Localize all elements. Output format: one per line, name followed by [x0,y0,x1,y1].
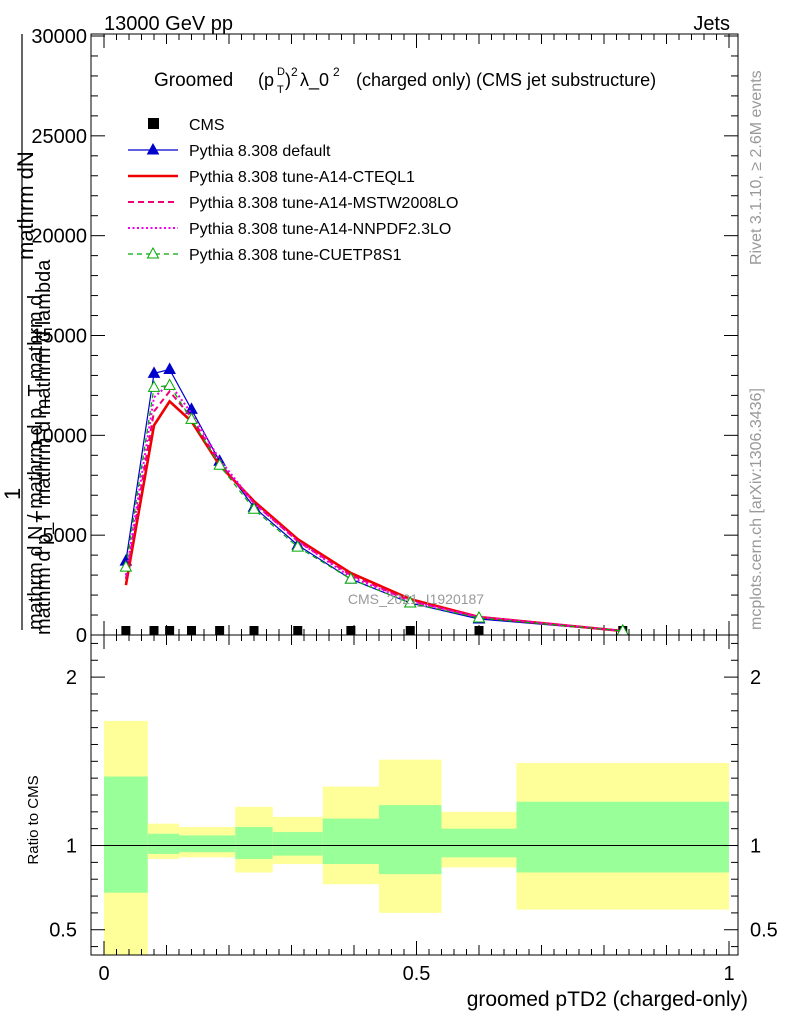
ratio-y-tick-label: 0.5 [49,920,77,942]
cms-data-point [121,626,131,635]
header-right: Jets [693,13,730,35]
ratio-stat-band [441,828,517,858]
x-tick-label: 0.5 [403,963,431,985]
cms-data-point [215,626,225,635]
series-marker [344,572,358,584]
cms-data-point [165,626,175,635]
ratio-y-tick-label-right: 1 [750,836,761,858]
series-line [125,384,623,632]
series-marker [163,362,176,374]
ratio-stat-band [147,833,179,854]
ratio-bands [104,720,729,955]
cms-data-point [249,626,259,635]
legend-marker [148,118,159,129]
ratio-stat-band [179,835,236,853]
series-marker [472,610,486,623]
main-y-label: mathrm dN mathrm d p_T mathrm d mathrm d… [0,34,55,635]
main-y-tick-label: 15000 [31,326,87,348]
x-tick-label: 0 [98,963,109,985]
series-line [124,399,623,633]
legend-label: CMS [189,117,225,134]
ratio-stat-band [322,818,379,865]
y-label-one: 1 [0,488,25,500]
ratio-stat-band [516,801,729,873]
ratio-y-tick-label-right: 2 [750,667,761,689]
plot-title-sub: T [277,84,284,96]
header-left: 13000 GeV pp [104,13,233,35]
plot-title-prefix: Groomed [154,70,233,91]
ratio-y-tick-label: 2 [66,667,77,689]
ratio-stat-band [235,827,273,859]
series-marker [185,412,198,424]
main-y-tick-label: 5000 [43,525,88,547]
cms-data-point [405,626,415,635]
legend-marker [146,142,160,155]
legend-label: Pythia 8.308 tune-A14-MSTW2008LO [189,195,458,212]
y-label-den: mathrm d N / mathrm d p_T mathrm d [25,295,47,630]
ratio-panel: 0.5 0.51 12 2 0 0.5 1 [49,634,778,985]
series-marker [163,378,176,390]
rivet-label: Rivet 3.1.10, ≥ 2.6M events [748,70,765,265]
main-panel: 0 5000 10000 15000 20000 25000 30000 [31,26,739,647]
ratio-stat-band [104,776,148,893]
legend-label: Pythia 8.308 tune-CUETP8S1 [189,247,402,264]
ratio-y-tick-label: 1 [66,836,77,858]
main-series [119,362,630,636]
plot-title-sup: D [277,66,285,78]
ratio-y-label: Ratio to CMS [25,775,42,864]
legend-label: Pythia 8.308 default [189,143,331,160]
watermark: CMS_2021_I1920187 [348,591,484,607]
cms-data-point [293,626,303,635]
series-marker [147,366,161,378]
y-label-num1: mathrm dN [13,151,38,260]
plot-title-lambda: λ_0 [300,70,329,91]
plot-title-var: (p [258,70,274,90]
cms-data-point [474,626,484,635]
plot-title: Groomed (p T D ) 2 λ_0 2 (charged only) … [154,65,656,96]
cms-data-point [187,626,196,635]
main-x-ticks [103,34,730,635]
ratio-y-tick-label-right: 0.5 [750,920,778,942]
series-marker [403,596,417,608]
plot-title-close: ) [285,70,291,90]
legend: CMS Pythia 8.308 default Pythia 8.308 tune… [128,117,458,264]
plot-title-sq2: 2 [333,65,340,79]
series-marker [213,458,226,470]
series-marker [247,502,261,514]
plot-title-sq: 2 [291,65,298,79]
ratio-x-ticks: 0 0.5 1 [98,635,735,985]
mcplots-label: mcplots.cern.ch [arXiv:1306.3436] [748,388,765,630]
main-y-ticks: 0 5000 10000 15000 20000 25000 30000 [31,26,738,647]
legend-label: Pythia 8.308 tune-A14-CTEQL1 [189,169,415,186]
ratio-stat-band [379,805,442,875]
main-y-tick-label: 20000 [31,226,87,248]
series-marker [147,380,161,392]
legend-marker [146,246,160,259]
x-axis-label: groomed pTD2 (charged-only) [467,988,748,1011]
main-y-tick-label: 10000 [31,425,87,447]
cms-data-point [346,626,356,635]
ratio-y-ticks: 0.5 0.5 1 1 2 2 [49,642,778,948]
cms-data-point [149,626,159,635]
series-marker [119,560,133,572]
series-marker [291,540,305,552]
y-label-num2: mathrm d p_T mathrm d mathrm d lambda [33,259,55,635]
ratio-stat-band [272,832,323,856]
main-y-tick-label: 30000 [31,26,87,48]
legend-label: Pythia 8.308 tune-A14-NNPDF2.3LO [189,221,451,238]
plot-title-suffix: (charged only) (CMS jet substructure) [356,70,656,90]
x-tick-label: 1 [723,963,734,985]
main-y-tick-label: 0 [76,625,87,647]
main-y-tick-label: 25000 [31,126,87,148]
